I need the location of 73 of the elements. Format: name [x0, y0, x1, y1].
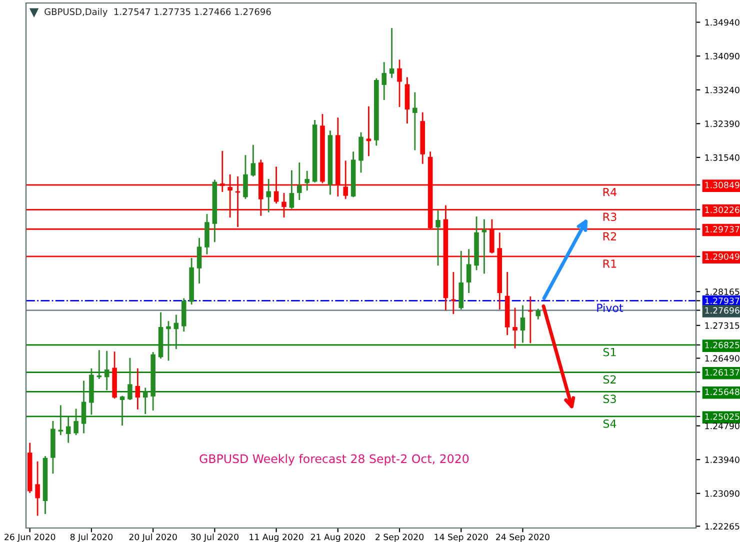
- ref-line-label: S1: [603, 348, 616, 356]
- y-tick-label: 1.22265: [705, 523, 740, 530]
- candlestick: [482, 218, 487, 274]
- y-tick-label: 1.29737: [705, 226, 740, 233]
- x-tick-label: 26 Jun 2020: [4, 534, 56, 542]
- x-tick-label: 30 Jul 2020: [190, 534, 238, 542]
- x-tick-label: 14 Sep 2020: [434, 534, 488, 542]
- y-tick-label: 1.24790: [705, 422, 740, 430]
- candlestick: [297, 162, 302, 201]
- y-tick-label: 1.33240: [705, 86, 740, 94]
- candlestick: [166, 320, 171, 362]
- ref-line-label: R2: [603, 232, 616, 240]
- candlestick: [436, 210, 440, 266]
- candlestick: [74, 408, 78, 436]
- y-tick-label: 1.27937: [705, 298, 740, 304]
- y-tick-label: 1.28165: [705, 288, 740, 296]
- y-tick-label: 1.34940: [705, 19, 740, 26]
- text: GBPUSD,Daily 1.27547 1.27735 1.27466 1.27696: [44, 8, 271, 17]
- candlestick: [520, 304, 526, 344]
- y-tick-label: 1.30226: [705, 206, 740, 214]
- y-tick-label: 1.27315: [705, 322, 740, 329]
- candlestick: [304, 170, 310, 192]
- y-tick-label: 1.26137: [705, 369, 740, 376]
- candlestick: [397, 58, 402, 108]
- ref-line-label: S4: [603, 419, 616, 428]
- y-tick-label: 1.31540: [705, 154, 740, 161]
- candlestick: [528, 296, 533, 344]
- candlestick: [536, 308, 541, 320]
- candlestick: [104, 350, 110, 391]
- x-tick-label: 24 Sep 2020: [496, 534, 550, 542]
- ref-line-label: R4: [603, 188, 617, 196]
- y-tick-label: 1.25648: [705, 388, 740, 396]
- candlestick: [366, 106, 372, 157]
- y-tick-label: 1.30849: [705, 182, 740, 188]
- y-tick-label: 1.34090: [705, 52, 740, 60]
- y-tick-label: 1.27696: [705, 307, 740, 314]
- candlestick: [135, 368, 140, 410]
- candlestick: [35, 460, 40, 516]
- candlestick: [243, 154, 248, 200]
- candlestick: [466, 248, 472, 294]
- candlestick: [389, 27, 394, 79]
- candlestick: [358, 132, 364, 174]
- ref-line-label: R1: [603, 260, 616, 268]
- candlestick: [512, 307, 518, 350]
- candlestick: [120, 395, 125, 426]
- x-tick-label: 8 Jul 2020: [70, 534, 113, 542]
- x-tick-label: 21 Aug 2020: [310, 534, 365, 542]
- candlestick: [451, 271, 456, 315]
- y-tick-label: 1.26825: [705, 342, 740, 348]
- y-tick-label: 1.25025: [705, 413, 740, 420]
- ref-line-label: S3: [603, 394, 616, 404]
- y-tick-label: 1.23940: [705, 456, 740, 464]
- x-tick-label: 2 Sep 2020: [376, 534, 424, 542]
- y-tick-label: 1.29049: [705, 253, 740, 260]
- candlestick: [81, 380, 86, 434]
- candlestick: [289, 170, 294, 210]
- annotation: GBPUSD Weekly forecast 28 Sept-2 Oct, 2020: [200, 454, 469, 466]
- candlestick: [250, 144, 256, 178]
- y-tick-label: 1.32390: [705, 120, 740, 128]
- x-tick-label: 20 Jul 2020: [129, 534, 177, 542]
- y-tick-label: 1.26490: [705, 355, 740, 362]
- y-tick-label: 1.23090: [705, 490, 740, 497]
- candlestick: [66, 416, 71, 444]
- candlestick: [128, 357, 132, 401]
- candlestick: [266, 178, 271, 213]
- candlestick: [382, 61, 386, 101]
- candlestick: [412, 92, 418, 151]
- x-tick-label: 11 Aug 2020: [250, 534, 304, 542]
- ref-line-label: S2: [603, 375, 616, 384]
- ref-line-label: Pivot: [597, 303, 624, 312]
- ref-line-label: R3: [603, 212, 616, 222]
- candlestick: [142, 387, 148, 415]
- candlestick: [196, 237, 202, 284]
